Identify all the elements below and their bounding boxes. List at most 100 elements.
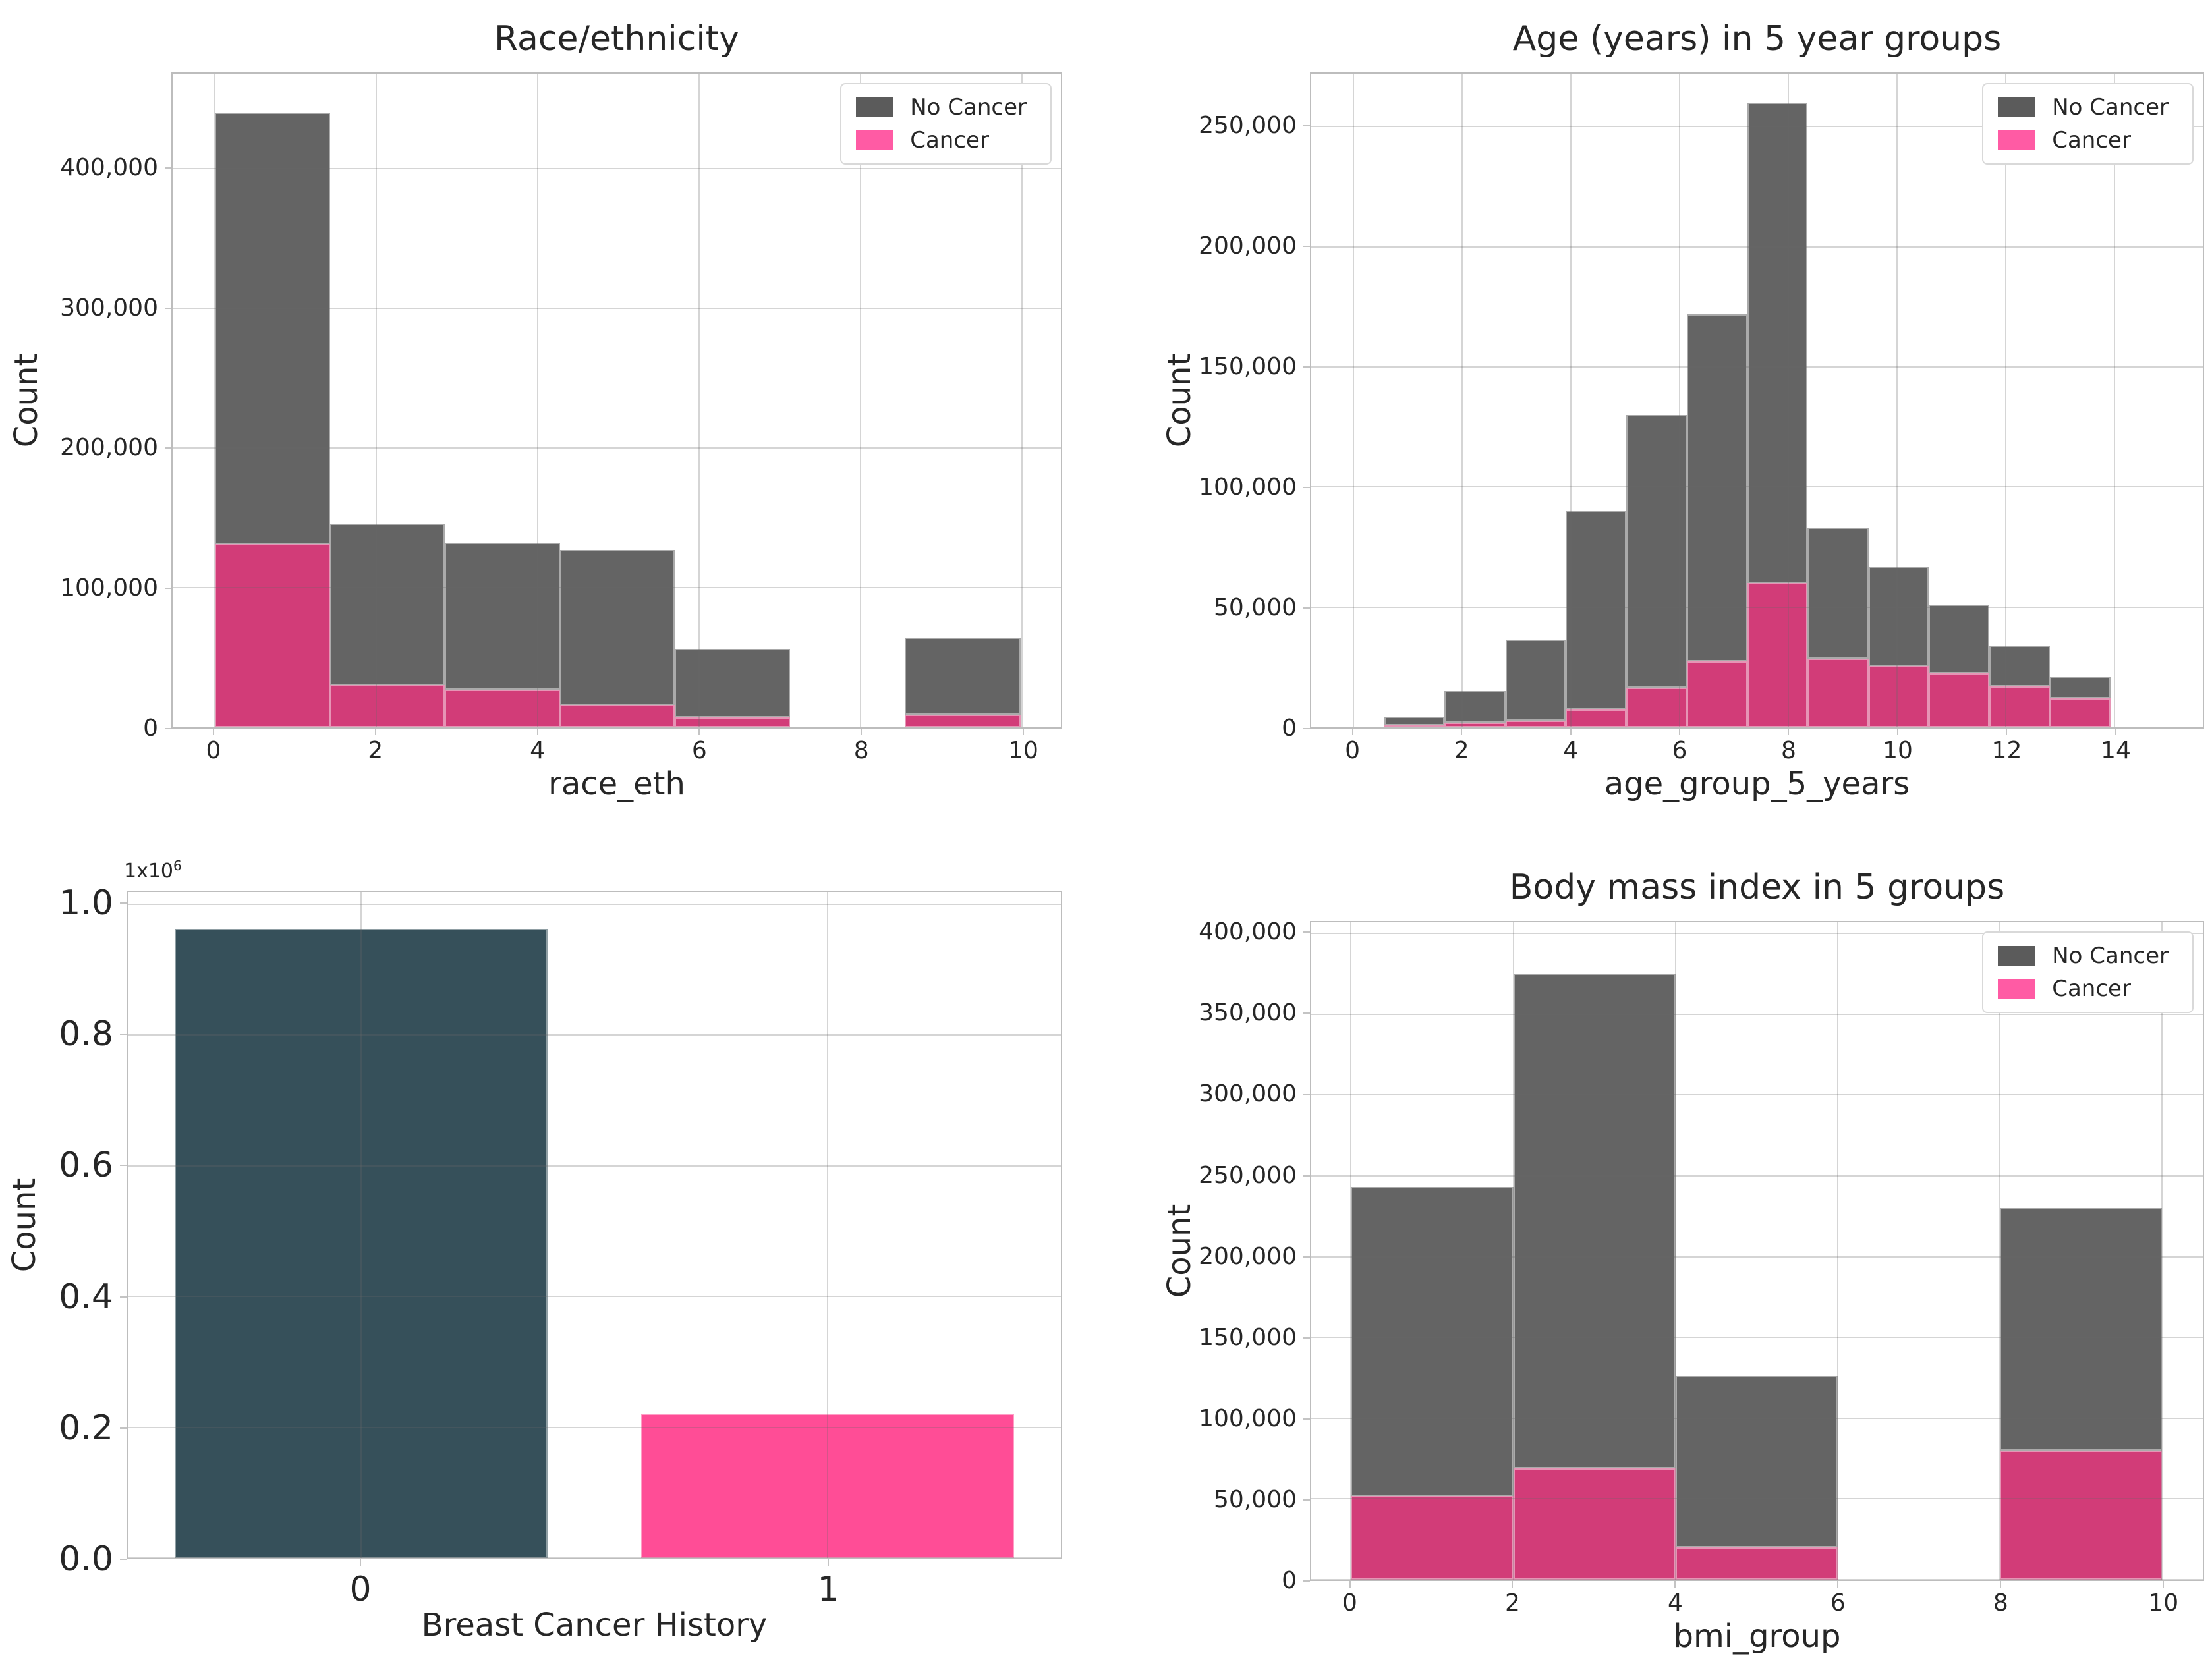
no-cancer-bar-segment [1444, 691, 1506, 723]
cancer-bar-segment [1351, 1495, 1514, 1580]
cancer-bar-segment [675, 717, 791, 727]
x-tick-mark [1570, 729, 1572, 735]
bar-category-1 [640, 1413, 1015, 1558]
x-axis-label: bmi_group [1673, 1618, 1841, 1655]
gridline-vertical [860, 74, 862, 727]
x-tick-mark [828, 1559, 829, 1566]
gridline-horizontal [1311, 1013, 2203, 1015]
no-cancer-bar-segment [1929, 605, 1989, 673]
y-tick-label: 0.8 [59, 1014, 113, 1055]
x-tick-mark [1023, 729, 1024, 735]
cancer-bar-segment [1747, 583, 1808, 727]
x-tick-label: 2 [1505, 1590, 1520, 1617]
legend-label-no-cancer: No Cancer [910, 94, 1027, 121]
y-tick-mark [120, 1296, 127, 1298]
cancer-bar-segment [2000, 1450, 2163, 1580]
x-tick-label: 10 [2148, 1590, 2179, 1617]
offset-exponent: 6 [173, 858, 182, 873]
no-cancer-bar-segment [1384, 716, 1445, 726]
plot-area [171, 72, 1062, 729]
y-tick-label: 200,000 [1199, 232, 1297, 260]
no-cancer-bar-segment [560, 549, 675, 706]
y-tick-label: 150,000 [1199, 352, 1297, 380]
y-tick-label: 0 [1282, 715, 1297, 742]
x-tick-mark [2114, 729, 2116, 735]
y-tick-mark [1303, 1499, 1310, 1501]
y-tick-label: 0.4 [59, 1277, 113, 1317]
y-tick-mark [1303, 245, 1310, 247]
gridline-horizontal [1311, 1094, 2203, 1096]
y-tick-mark [165, 588, 171, 590]
x-axis-label: age_group_5_years [1604, 765, 1910, 802]
legend-item-cancer: Cancer [1998, 978, 2169, 1000]
x-tick-mark [1788, 729, 1790, 735]
y-tick-mark [1303, 125, 1310, 126]
cancer-bar-segment [560, 705, 675, 727]
x-tick-label: 0 [349, 1570, 372, 1609]
no-cancer-bar-segment [1351, 1187, 1514, 1496]
y-tick-mark [1303, 728, 1310, 729]
no-cancer-swatch [1998, 946, 2035, 966]
legend-item-cancer: Cancer [1998, 129, 2169, 152]
cancer-swatch [856, 130, 893, 150]
cancer-bar-segment [1444, 723, 1506, 727]
y-axis-label: Count [1161, 1204, 1198, 1298]
cancer-bar-segment [2050, 698, 2111, 727]
x-tick-label: 14 [2101, 737, 2131, 764]
y-tick-label: 100,000 [1199, 473, 1297, 501]
y-tick-mark [120, 1559, 127, 1560]
gridline-vertical [2114, 74, 2116, 727]
gridline-vertical [1461, 74, 1463, 727]
legend-item-cancer: Cancer [856, 129, 1027, 152]
cancer-bar-segment [1929, 673, 1989, 727]
cancer-bar-segment [1505, 720, 1566, 727]
cancer-bar-segment [1807, 659, 1869, 727]
cancer-bar-segment [1687, 661, 1747, 727]
y-axis-label: Count [8, 353, 45, 448]
y-tick-mark [1303, 931, 1310, 933]
x-tick-label: 1 [817, 1570, 839, 1609]
x-tick-mark [1349, 1581, 1351, 1588]
legend-item-no-cancer: No Cancer [856, 96, 1027, 119]
x-tick-label: 10 [1883, 737, 1913, 764]
y-tick-mark [1303, 1256, 1310, 1258]
x-tick-label: 6 [1830, 1590, 1846, 1617]
y-tick-label: 0.6 [59, 1146, 113, 1186]
x-axis-label: race_eth [548, 765, 685, 802]
x-tick-mark [1837, 1581, 1839, 1588]
y-tick-mark [165, 447, 171, 449]
y-tick-mark [1303, 1094, 1310, 1095]
no-cancer-bar-segment [1505, 639, 1566, 721]
y-tick-label: 50,000 [1214, 594, 1297, 621]
y-tick-label: 200,000 [1199, 1242, 1297, 1270]
x-tick-mark [1512, 1581, 1514, 1588]
y-tick-label: 400,000 [60, 153, 158, 181]
no-cancer-bar-segment [2000, 1208, 2163, 1451]
x-tick-mark [536, 729, 538, 735]
no-cancer-bar-segment [1566, 511, 1626, 709]
x-tick-mark [698, 729, 700, 735]
cancer-bar-segment [1566, 709, 1626, 727]
no-cancer-swatch [1998, 97, 2035, 117]
gridline-vertical [698, 74, 700, 727]
gridline-horizontal [1311, 1175, 2203, 1177]
no-cancer-bar-segment [1626, 414, 1687, 688]
x-tick-label: 10 [1008, 737, 1038, 764]
chart-title: Body mass index in 5 groups [1509, 867, 2005, 907]
bmi-group-plot-wrap: Body mass index in 5 groups Count bmi_gr… [1161, 868, 2204, 1655]
y-tick-mark [1303, 1175, 1310, 1177]
y-tick-label: 100,000 [60, 574, 158, 602]
cancer-bar-segment [1989, 686, 2051, 727]
x-tick-label: 0 [206, 737, 221, 764]
y-tick-label: 150,000 [1199, 1323, 1297, 1351]
x-tick-mark [2000, 1581, 2002, 1588]
x-tick-mark [1679, 729, 1680, 735]
x-tick-mark [2006, 729, 2008, 735]
y-tick-mark [1303, 1418, 1310, 1420]
x-tick-mark [212, 729, 214, 735]
legend-label-no-cancer: No Cancer [2052, 94, 2169, 121]
x-tick-mark [1674, 1581, 1676, 1588]
legend-label-cancer: Cancer [910, 127, 989, 153]
y-tick-mark [1303, 486, 1310, 488]
x-tick-mark [1351, 729, 1353, 735]
